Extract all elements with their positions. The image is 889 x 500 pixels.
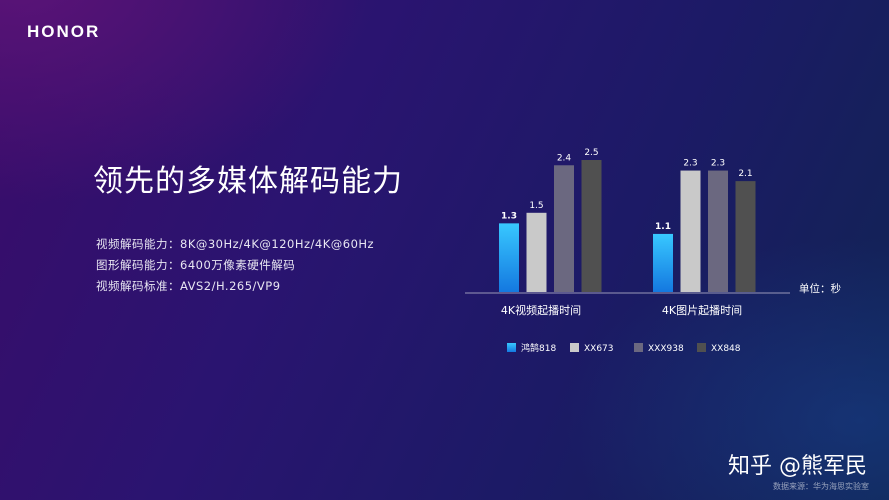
legend: 鸿鹄818 XX673 XXX938 XX848 bbox=[507, 342, 741, 354]
legend-label-series-3: XX848 bbox=[711, 344, 741, 354]
legend-swatch-series-2 bbox=[634, 343, 643, 352]
value-label-series-3-category-1: 2.1 bbox=[738, 169, 752, 179]
legend-swatch-series-3 bbox=[697, 343, 706, 352]
legend-label-series-0: 鸿鹄818 bbox=[521, 342, 556, 354]
legend-swatch-series-0 bbox=[507, 343, 516, 352]
legend-swatch-series-1 bbox=[570, 343, 579, 352]
legend-label-series-1: XX673 bbox=[584, 344, 614, 354]
value-label-series-0-category-1: 1.1 bbox=[655, 222, 671, 232]
value-label-series-3-category-0: 2.5 bbox=[584, 148, 598, 158]
bar-series-2-category-0 bbox=[554, 165, 574, 292]
bar-series-0-category-1 bbox=[653, 233, 673, 292]
spec-list: 视频解码能力：8K@30Hz/4K@120Hz/4K@60Hz 图形解码能力：6… bbox=[96, 234, 374, 297]
bar-series-0-category-0 bbox=[499, 223, 519, 292]
value-label-series-1-category-0: 1.5 bbox=[529, 201, 543, 211]
unit-label: 单位：秒 bbox=[799, 282, 841, 295]
honor-logo: HONOR bbox=[27, 22, 101, 41]
spec-image-decoding: 图形解码能力：6400万像素硬件解码 bbox=[96, 258, 296, 272]
value-label-series-2-category-1: 2.3 bbox=[711, 159, 725, 169]
zhihu-watermark: 知乎 @熊军民 bbox=[728, 454, 867, 479]
bar-series-2-category-1 bbox=[708, 170, 728, 292]
page-title: 领先的多媒体解码能力 bbox=[93, 164, 403, 199]
spec-video-standards: 视频解码标准：AVS2/H.265/VP9 bbox=[96, 279, 281, 293]
x-tick-label-image: 4K图片起播时间 bbox=[662, 303, 742, 317]
data-source-note: 数据来源：华为海思实验室 bbox=[773, 482, 869, 491]
bars-layer bbox=[499, 160, 756, 292]
bar-series-3-category-0 bbox=[581, 160, 602, 292]
value-label-series-1-category-1: 2.3 bbox=[683, 159, 697, 169]
value-labels-layer: 1.3 1.1 1.5 2.3 2.4 2.3 2.5 2.1 bbox=[501, 148, 753, 232]
bar-series-1-category-1 bbox=[680, 170, 701, 292]
value-label-series-2-category-0: 2.4 bbox=[557, 153, 572, 163]
x-tick-label-video: 4K视频起播时间 bbox=[501, 303, 581, 317]
value-label-series-0-category-0: 1.3 bbox=[501, 211, 517, 221]
bar-series-3-category-1 bbox=[735, 181, 756, 292]
bar-series-1-category-0 bbox=[526, 212, 547, 292]
spec-video-decoding: 视频解码能力：8K@30Hz/4K@120Hz/4K@60Hz bbox=[96, 237, 375, 251]
legend-label-series-2: XXX938 bbox=[648, 344, 684, 354]
